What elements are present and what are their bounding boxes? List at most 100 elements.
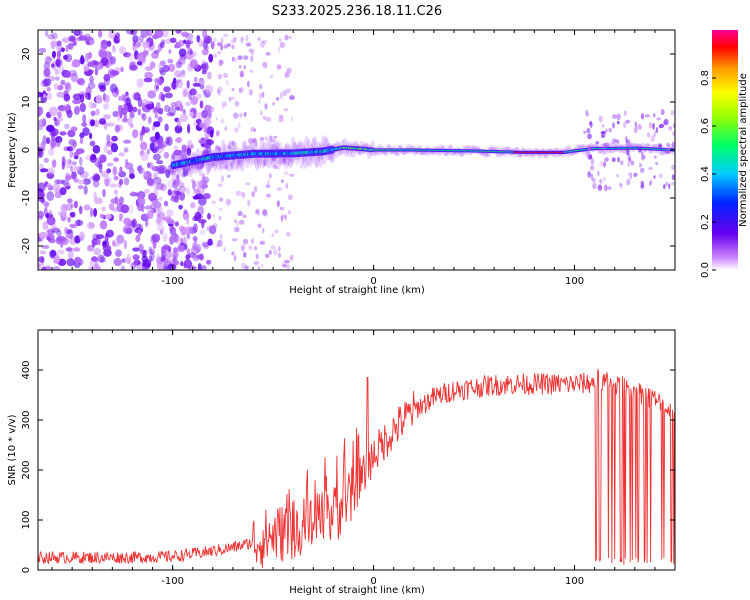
noise-blob [284,214,287,221]
noise-blob [604,157,609,162]
noise-blob [261,91,265,98]
noise-blob [253,185,258,193]
noise-blob [129,64,138,71]
noise-blob [67,198,73,203]
noise-blob [241,86,244,93]
noise-blob [253,261,260,265]
noise-blob [143,77,153,83]
noise-blob [287,158,290,166]
noise-blob [181,144,187,154]
noise-blob [71,171,77,180]
noise-blob [90,110,96,117]
noise-blob [230,96,236,100]
noise-blob [262,227,265,234]
noise-blob [196,35,201,43]
noise-blob [153,176,162,185]
noise-blob [162,64,170,73]
noise-blob [42,265,47,270]
noise-blob [666,142,670,148]
noise-blob [73,200,78,209]
noise-blob [66,247,73,252]
noise-blob [168,106,177,117]
noise-blob [605,128,608,133]
noise-blob [55,57,63,68]
colorbar-tick-label: 0.0 [700,262,711,278]
noise-blob [663,118,669,126]
noise-blob [286,264,290,270]
noise-blob [154,30,164,38]
noise-blob [209,225,217,235]
noise-blob [99,154,107,163]
noise-blob [624,136,629,141]
noise-blob [199,228,206,236]
noise-blob [217,239,223,247]
noise-blob [258,99,261,104]
noise-blob [78,205,83,215]
noise-blob [55,187,59,198]
noise-blob [196,118,202,125]
noise-blob [46,92,52,100]
noise-blob [280,214,287,220]
noise-blob [668,125,673,131]
noise-blob [97,160,103,169]
spectrogram-ylabel: Frequency (Hz) [7,112,18,188]
noise-blob [598,115,603,123]
noise-blob [69,211,76,218]
noise-blob [647,132,650,138]
noise-blob [43,78,52,87]
snr-xlabel: Height of straight line (km) [289,585,425,596]
noise-blob [226,145,232,150]
noise-blob [38,106,44,116]
noise-blob [170,190,179,200]
noise-blob [165,38,171,45]
noise-blob [224,126,227,131]
noise-blob [229,166,235,172]
noise-blob [44,56,52,65]
noise-blob [127,204,134,215]
noise-blob [223,33,229,38]
x-tick-label: -100 [161,276,184,287]
noise-blob [233,254,237,262]
noise-blob [141,102,146,112]
noise-blob [287,210,292,215]
noise-blob [213,53,218,58]
noise-blob [92,179,100,188]
noise-blob [167,179,175,189]
noise-blob [129,30,138,36]
noise-blob [169,226,177,236]
noise-blob [89,140,96,147]
noise-blob [265,51,271,56]
noise-blob [655,161,659,166]
noise-blob [137,108,141,116]
noise-blob [245,34,249,42]
noise-blob [242,238,249,245]
noise-blob [257,212,260,217]
noise-blob [48,148,55,156]
noise-blob [98,30,103,38]
noise-blob [83,204,91,211]
noise-blob [99,220,108,230]
noise-blob [275,97,280,101]
noise-blob [123,257,132,263]
noise-blob [97,254,105,263]
noise-blob [96,234,105,240]
noise-blob [668,183,671,190]
noise-blob [589,121,592,126]
noise-blob [671,164,675,170]
noise-blob [616,174,619,178]
noise-blob [220,36,224,44]
noise-blob [190,144,195,149]
noise-blob [265,193,272,198]
noise-blob [126,253,131,262]
noise-blob [102,245,112,252]
noise-blob [110,56,117,65]
noise-blob [601,124,605,128]
noise-blob [200,63,207,70]
noise-blob [198,122,206,128]
noise-blob [38,146,42,156]
noise-blob [64,123,70,130]
noise-blob [39,250,47,255]
noise-blob [151,165,160,172]
noise-blob [105,95,110,103]
noise-blob [132,129,139,139]
